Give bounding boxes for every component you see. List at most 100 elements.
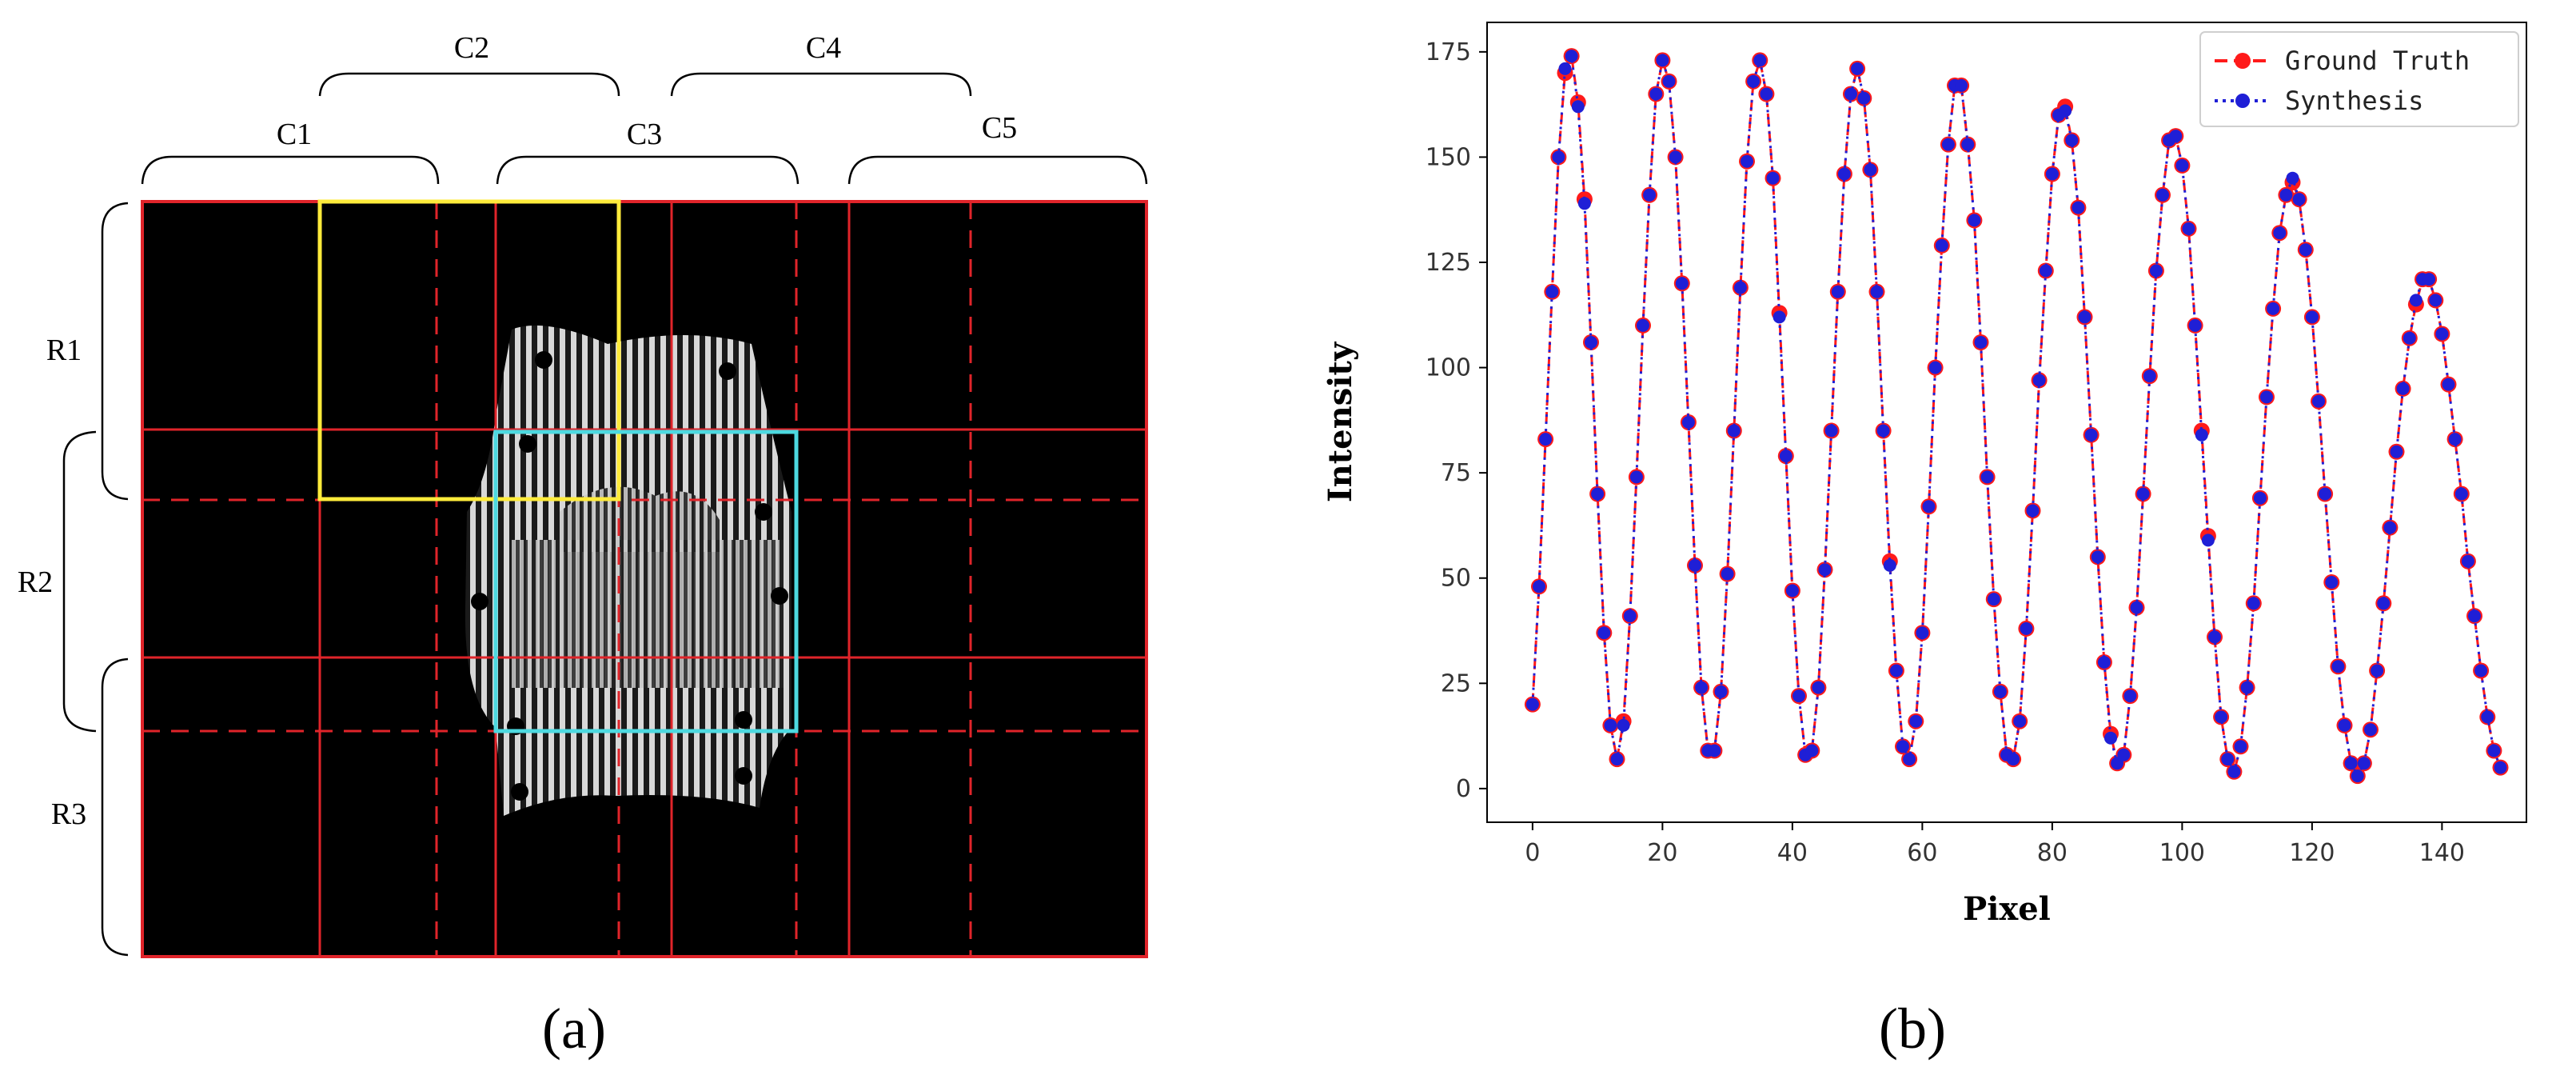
x-axis: 0 20 40 60 80 100 120 140: [1525, 822, 2465, 867]
data-point-synthesis: [2429, 294, 2442, 307]
data-point-synthesis: [2319, 487, 2332, 501]
x-tick-label: 80: [2037, 839, 2068, 867]
data-point-synthesis: [1974, 336, 1988, 349]
column-braces: [141, 72, 1148, 185]
y-tick-label: 100: [1426, 354, 1471, 382]
data-point-synthesis: [1955, 78, 1968, 92]
striped-object: [465, 325, 792, 816]
x-tick-label: 100: [2159, 839, 2205, 867]
x-tick-label: 120: [2289, 839, 2335, 867]
hole: [755, 503, 772, 521]
data-point-synthesis: [2039, 264, 2052, 278]
panel-a-caption: (a): [542, 997, 606, 1061]
data-point-synthesis: [2364, 723, 2377, 737]
data-point-synthesis: [1545, 285, 1559, 298]
data-point-synthesis: [2260, 390, 2273, 404]
data-point-synthesis: [1792, 689, 1805, 703]
data-point-synthesis: [2371, 664, 2384, 677]
data-point-synthesis: [2208, 630, 2221, 644]
data-point-synthesis: [1585, 336, 1597, 349]
data-point-synthesis: [1805, 744, 1819, 757]
data-point-synthesis: [2305, 310, 2319, 324]
data-point-synthesis: [2253, 491, 2267, 505]
data-point-synthesis: [2045, 167, 2059, 181]
data-point-synthesis: [2143, 370, 2156, 383]
data-point-synthesis: [1812, 681, 1825, 694]
data-point-synthesis: [2299, 243, 2312, 257]
data-point-synthesis: [2227, 765, 2241, 778]
legend-marker-synthesis: [2235, 94, 2250, 108]
data-point-synthesis: [1961, 138, 1975, 151]
hole: [511, 783, 528, 801]
data-point-synthesis: [2435, 327, 2449, 341]
data-point-synthesis: [2182, 222, 2195, 235]
data-point-synthesis: [2468, 609, 2481, 623]
data-point-synthesis: [2013, 714, 2027, 728]
legend-marker-ground-truth: [2235, 53, 2251, 69]
column-label: C3: [627, 118, 662, 151]
hole: [735, 767, 752, 785]
data-point-synthesis: [1714, 685, 1728, 698]
x-tick-label: 140: [2419, 839, 2465, 867]
data-point-synthesis: [2494, 761, 2507, 774]
data-point-synthesis: [1968, 214, 1981, 227]
data-point-synthesis: [2448, 433, 2462, 446]
data-point-synthesis: [1772, 310, 1786, 324]
data-point-synthesis: [1889, 664, 1903, 677]
data-point-synthesis: [1883, 558, 1896, 572]
data-point-synthesis: [1591, 487, 1605, 501]
hole: [471, 593, 488, 610]
data-point-synthesis: [1993, 685, 2007, 698]
highlight-window-yellow: [317, 199, 621, 502]
data-point-synthesis: [1669, 150, 1682, 164]
data-point-synthesis: [1533, 580, 1545, 593]
data-point-synthesis: [1656, 54, 1669, 67]
data-point-synthesis: [2240, 681, 2254, 694]
data-point-synthesis: [1571, 100, 1585, 114]
x-tick-label: 20: [1647, 839, 1677, 867]
data-point-synthesis: [1681, 416, 1695, 429]
data-point-synthesis: [1903, 753, 1916, 766]
data-point-synthesis: [1741, 154, 1753, 168]
data-point-synthesis: [2357, 757, 2371, 770]
data-point-synthesis: [1610, 753, 1624, 766]
column-label: C2: [454, 31, 489, 65]
data-point-synthesis: [2020, 621, 2033, 635]
data-point-synthesis: [2201, 534, 2215, 547]
data-point-synthesis: [1760, 87, 1773, 101]
data-point-synthesis: [2247, 597, 2260, 610]
data-point-synthesis: [2104, 731, 2117, 745]
data-point-synthesis: [1753, 54, 1767, 67]
data-point-synthesis: [1604, 718, 1617, 732]
data-point-synthesis: [2097, 656, 2111, 669]
y-tick-label: 50: [1441, 565, 1471, 593]
data-point-synthesis: [1727, 424, 1741, 438]
data-point-synthesis: [2396, 382, 2410, 395]
data-point-synthesis: [2026, 504, 2040, 518]
data-point-synthesis: [2117, 748, 2131, 761]
data-point-synthesis: [2234, 740, 2247, 753]
data-point-synthesis: [2091, 550, 2104, 564]
x-tick-label: 0: [1525, 839, 1540, 867]
row-label: R3: [51, 797, 86, 831]
data-point-synthesis: [1785, 584, 1799, 597]
data-point-synthesis: [1818, 563, 1832, 577]
y-tick-label: 75: [1441, 459, 1471, 487]
data-point-synthesis: [2344, 757, 2358, 770]
data-point-synthesis: [1941, 138, 1955, 151]
panel-b-intensity-chart: 0 20 40 60 80 100 120 140 0 25 50 75 100 125 150 175 G…: [1322, 22, 2527, 1061]
data-point-synthesis: [2065, 134, 2079, 147]
x-axis-title: Pixel: [1963, 890, 2051, 928]
row-braces: [62, 202, 129, 957]
data-point-synthesis: [2123, 689, 2137, 703]
data-point-synthesis: [1980, 470, 1994, 484]
data-point-synthesis: [1844, 87, 1857, 101]
data-point-synthesis: [1643, 188, 1657, 202]
data-point-synthesis: [1870, 285, 1884, 298]
y-axis: 0 25 50 75 100 125 150 175: [1426, 38, 1487, 803]
data-point-synthesis: [1747, 74, 1761, 88]
data-point-synthesis: [1935, 238, 1948, 252]
data-point-synthesis: [2279, 188, 2293, 202]
data-point-synthesis: [2292, 193, 2306, 206]
data-point-synthesis: [2273, 226, 2287, 240]
